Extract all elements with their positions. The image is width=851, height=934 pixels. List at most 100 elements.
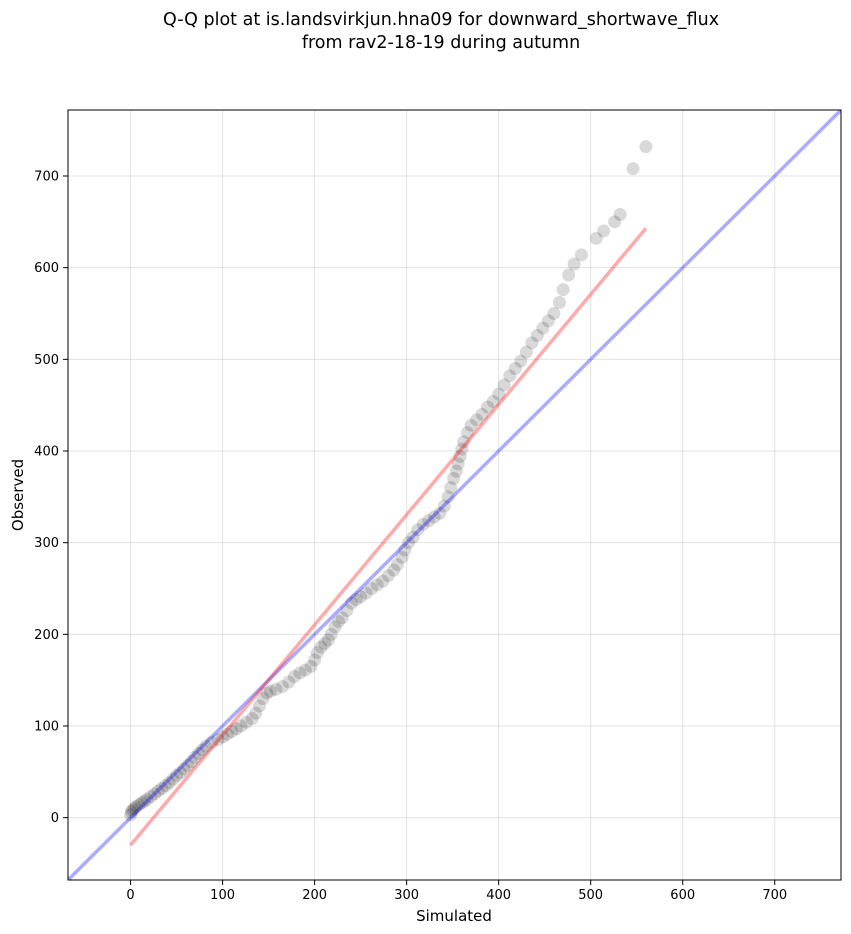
grid [68, 110, 841, 880]
x-axis-ticks: 0 100 200 300 400 500 600 700 [126, 880, 787, 903]
data-point-94 [514, 354, 528, 368]
data-point-51 [324, 627, 338, 641]
data-point-3 [127, 802, 141, 815]
data-point-101 [552, 296, 566, 309]
data-point-9 [144, 790, 158, 804]
identity-line [68, 110, 841, 880]
data-point-39 [269, 682, 283, 696]
data-point-23 [195, 743, 209, 757]
data-point-12 [155, 781, 169, 795]
data-point-84 [460, 426, 474, 440]
plot-frame [67, 109, 842, 881]
data-point-107 [597, 224, 611, 238]
data-point-106 [589, 231, 603, 245]
data-point-91 [497, 378, 511, 392]
data-point-78 [447, 472, 461, 485]
data-point-88 [481, 400, 495, 414]
data-point-27 [216, 730, 230, 744]
data-point-25 [205, 736, 219, 749]
y-tick-label-4: 400 [34, 445, 59, 460]
data-point-90 [492, 387, 506, 401]
data-point-82 [455, 442, 469, 456]
data-point-87 [475, 407, 489, 421]
data-point-38 [263, 684, 277, 698]
data-point-26 [211, 733, 225, 747]
data-point-24 [199, 739, 213, 753]
data-point-53 [332, 615, 346, 628]
data-point-60 [365, 582, 379, 595]
data-point-48 [314, 640, 328, 654]
data-point-36 [256, 692, 270, 705]
data-point-59 [359, 586, 373, 600]
data-point-95 [519, 345, 533, 359]
data-point-42 [287, 670, 301, 683]
x-tick-label-2: 200 [302, 888, 327, 903]
data-point-79 [449, 464, 463, 478]
data-point-97 [530, 329, 544, 342]
x-tick-label-7: 700 [762, 888, 787, 903]
data-point-76 [441, 490, 455, 504]
data-point-80 [451, 457, 465, 471]
data-point-46 [308, 653, 322, 667]
y-tick-label-2: 200 [34, 628, 59, 643]
data-point-28 [220, 727, 234, 741]
x-tick-label-5: 500 [578, 888, 603, 903]
chart-title-line-2: from rav2-18-19 during autumn [302, 33, 580, 53]
data-point-69 [406, 530, 420, 544]
data-point-31 [234, 719, 248, 733]
y-tick-label-0: 0 [51, 811, 59, 826]
data-point-98 [536, 321, 550, 335]
y-tick-label-7: 700 [34, 170, 59, 185]
data-point-32 [240, 715, 254, 729]
data-point-15 [166, 772, 180, 786]
x-tick-label-1: 100 [210, 888, 235, 903]
data-point-14 [162, 776, 176, 790]
data-point-89 [486, 395, 500, 408]
data-point-111 [639, 140, 653, 154]
data-point-65 [390, 558, 404, 572]
data-point-103 [562, 268, 576, 282]
data-point-102 [556, 283, 570, 297]
data-point-93 [508, 362, 522, 375]
data-point-37 [260, 686, 274, 700]
data-point-0 [124, 808, 138, 822]
data-point-30 [229, 722, 243, 736]
data-point-18 [177, 762, 191, 776]
data-point-92 [503, 369, 517, 383]
regression-line [129, 227, 648, 847]
data-point-99 [541, 314, 555, 328]
chart-title-line-1: Q-Q plot at is.landsvirkjun.hna09 for do… [163, 10, 719, 30]
data-point-43 [293, 666, 307, 680]
data-point-21 [188, 750, 202, 764]
data-point-33 [245, 712, 259, 726]
data-point-4 [129, 800, 143, 814]
data-point-16 [170, 769, 184, 782]
data-point-66 [395, 550, 409, 564]
data-point-7 [137, 794, 151, 808]
data-point-10 [148, 787, 162, 801]
x-axis-label: Simulated [416, 907, 492, 925]
data-point-62 [376, 574, 390, 588]
data-point-50 [321, 633, 335, 647]
plot-area [68, 110, 841, 880]
data-point-85 [464, 418, 478, 432]
data-point-34 [249, 706, 263, 720]
x-tick-label-6: 600 [670, 888, 695, 903]
data-point-17 [173, 766, 187, 780]
data-point-74 [433, 506, 447, 520]
data-point-57 [349, 593, 363, 606]
data-point-109 [613, 208, 627, 221]
data-point-75 [437, 499, 451, 513]
x-tick-label-0: 0 [126, 888, 134, 903]
y-tick-label-1: 100 [34, 720, 59, 735]
data-point-100 [547, 307, 561, 320]
data-point-68 [401, 536, 415, 550]
data-point-45 [304, 659, 318, 673]
data-point-35 [252, 699, 266, 713]
data-point-67 [398, 543, 412, 557]
data-point-72 [422, 514, 436, 528]
data-point-110 [626, 162, 640, 176]
data-point-1 [124, 805, 138, 819]
y-axis-ticks: 0 100 200 300 400 500 600 700 [34, 170, 68, 826]
data-point-86 [470, 413, 484, 427]
